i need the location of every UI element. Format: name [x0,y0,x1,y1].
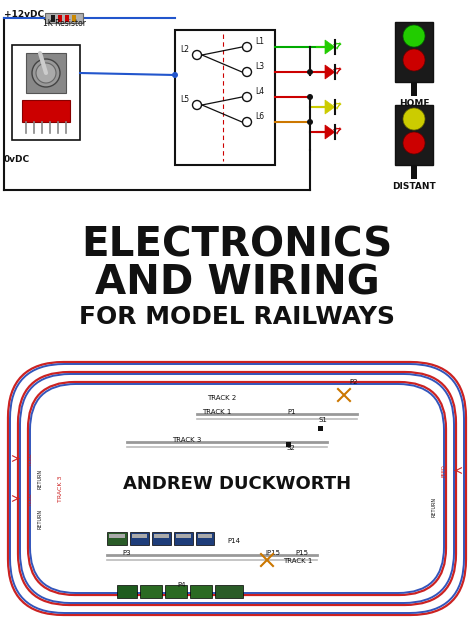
Bar [411,165,417,179]
Text: FEED: FEED [441,464,447,477]
Text: DISTANT: DISTANT [392,182,436,191]
Circle shape [403,108,425,130]
Bar [107,532,127,545]
Bar [395,22,433,82]
Circle shape [403,25,425,47]
Text: P3: P3 [122,550,131,556]
Text: P1: P1 [287,409,296,415]
Bar [286,442,291,447]
Bar [152,532,171,545]
Polygon shape [325,40,335,54]
Bar [58,14,62,22]
Text: TRACK 1: TRACK 1 [202,409,232,415]
Bar [22,100,70,122]
Bar [51,14,55,22]
Text: P2: P2 [349,379,357,385]
Text: FEED: FEED [27,452,33,465]
Bar [411,82,417,96]
Circle shape [172,72,178,78]
Text: 0vDC: 0vDC [4,155,30,164]
Circle shape [243,117,252,127]
FancyBboxPatch shape [42,396,432,581]
Text: HOME: HOME [399,99,429,108]
Text: +12vDC: +12vDC [4,10,44,19]
Circle shape [36,63,56,83]
Bar [26,53,66,93]
Bar [0,358,474,618]
Text: RETURN: RETURN [37,468,43,489]
Bar [140,585,162,598]
Bar [215,585,243,598]
Text: RETURN: RETURN [431,496,437,517]
Text: ELECTRONICS: ELECTRONICS [82,225,392,265]
Text: L6: L6 [255,112,264,121]
Text: RETURN: RETURN [37,509,43,528]
Circle shape [192,101,201,109]
Bar [65,14,69,22]
Bar [117,585,137,598]
Text: P4: P4 [177,582,185,588]
Polygon shape [325,125,335,139]
Bar [154,534,169,538]
Text: P14: P14 [227,538,240,544]
Circle shape [243,93,252,101]
Polygon shape [325,100,335,114]
Text: P15: P15 [295,550,308,556]
Text: TRACK 2: TRACK 2 [207,395,237,401]
Circle shape [243,43,252,51]
Bar [174,532,193,545]
Text: S2: S2 [287,445,296,451]
Bar [12,45,80,140]
Text: TRACK 1: TRACK 1 [283,558,312,564]
Text: FOR MODEL RAILWAYS: FOR MODEL RAILWAYS [79,305,395,329]
Text: IP15: IP15 [265,550,280,556]
Circle shape [243,67,252,77]
Bar [395,105,433,165]
Circle shape [307,94,313,100]
Circle shape [192,51,201,59]
Text: AND WIRING: AND WIRING [95,263,379,303]
Polygon shape [325,65,335,79]
Bar [176,534,191,538]
Bar [196,532,214,545]
Text: L2: L2 [180,45,189,54]
Bar [45,13,83,23]
Text: L3: L3 [255,62,264,71]
Bar [130,532,149,545]
Circle shape [307,69,313,75]
Bar [0,210,474,358]
Bar [109,534,125,538]
Bar [190,585,212,598]
Bar [72,14,76,22]
Text: ANDREW DUCKWORTH: ANDREW DUCKWORTH [123,475,351,493]
Circle shape [32,59,60,87]
Circle shape [403,132,425,154]
Bar [198,534,212,538]
Circle shape [307,119,313,125]
Text: S1: S1 [319,417,328,423]
Bar [318,426,323,431]
Text: FEED: FEED [27,492,33,505]
Bar [165,585,187,598]
Circle shape [403,49,425,71]
Text: TRACK 3: TRACK 3 [57,475,63,502]
Text: 1K Resistor: 1K Resistor [43,19,85,28]
Text: L1: L1 [255,37,264,46]
Text: L4: L4 [255,87,264,96]
Bar [175,30,275,165]
Text: L5: L5 [180,95,189,104]
Bar [0,0,474,210]
Bar [132,534,147,538]
Text: TRACK 3: TRACK 3 [173,437,202,443]
